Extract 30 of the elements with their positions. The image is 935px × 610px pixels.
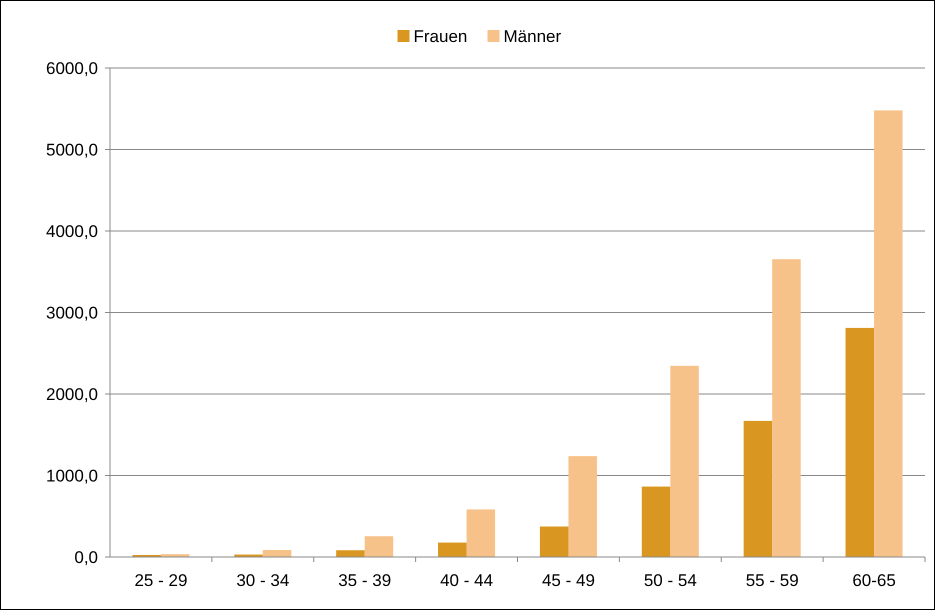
x-tick-label: 50 - 54 (644, 571, 697, 590)
legend-label: Männer (504, 26, 562, 46)
bar (336, 550, 365, 557)
x-tick-label: 25 - 29 (134, 571, 188, 590)
y-tick-label: 0,0 (74, 548, 98, 567)
y-tick-label: 6000,0 (46, 58, 98, 78)
x-tick-label: 55 - 59 (746, 571, 799, 590)
legend-label: Frauen (414, 26, 468, 46)
x-tick-label: 45 - 49 (542, 571, 595, 590)
bar (744, 420, 772, 557)
x-tick-label: 40 - 44 (440, 571, 494, 590)
x-tick-label: 35 - 39 (338, 571, 392, 590)
bar (262, 550, 292, 557)
bar (642, 486, 670, 557)
bar (670, 366, 699, 557)
bar (568, 456, 597, 557)
bar (364, 536, 394, 557)
x-tick-label: 30 - 34 (236, 571, 290, 590)
bar (466, 509, 496, 557)
bar (772, 259, 801, 557)
bar (438, 542, 467, 557)
y-tick-label: 2000,0 (46, 384, 98, 404)
y-tick-label: 1000,0 (46, 466, 98, 486)
y-tick-label: 3000,0 (46, 303, 98, 322)
bar (874, 110, 903, 557)
bar (846, 328, 874, 557)
bar (540, 526, 568, 557)
y-tick-label: 5000,0 (46, 140, 98, 160)
x-tick-label: 60-65 (852, 571, 896, 590)
y-tick-label: 4000,0 (46, 222, 98, 241)
